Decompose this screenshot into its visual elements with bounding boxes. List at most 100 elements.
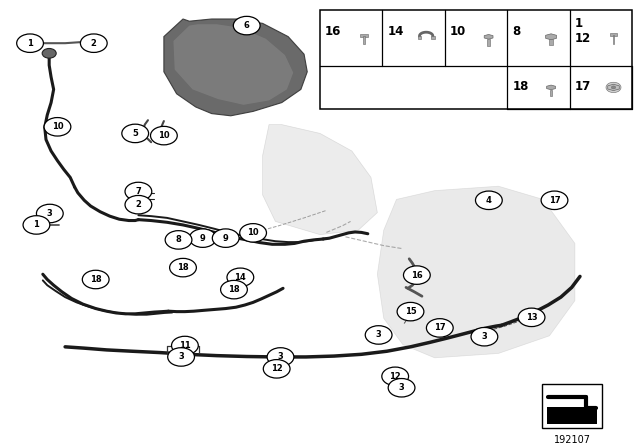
Circle shape bbox=[177, 262, 193, 272]
Bar bbox=[611, 33, 616, 35]
Text: 17: 17 bbox=[434, 323, 445, 332]
Circle shape bbox=[409, 270, 424, 280]
Circle shape bbox=[476, 191, 502, 210]
Bar bbox=[431, 36, 435, 39]
Circle shape bbox=[88, 274, 103, 285]
Text: 12: 12 bbox=[389, 372, 401, 381]
Bar bbox=[541, 384, 602, 428]
Circle shape bbox=[49, 120, 69, 134]
Polygon shape bbox=[173, 24, 293, 105]
Text: 17: 17 bbox=[548, 196, 560, 205]
Bar bbox=[549, 39, 553, 45]
Polygon shape bbox=[484, 34, 493, 39]
Circle shape bbox=[150, 126, 177, 145]
Circle shape bbox=[426, 319, 453, 337]
Circle shape bbox=[388, 379, 415, 397]
Text: 18: 18 bbox=[90, 275, 102, 284]
Text: 9: 9 bbox=[223, 234, 228, 243]
Text: 3: 3 bbox=[399, 383, 404, 392]
Polygon shape bbox=[262, 125, 378, 235]
Text: 3: 3 bbox=[481, 332, 487, 341]
Circle shape bbox=[234, 16, 260, 35]
Text: 7: 7 bbox=[136, 187, 141, 196]
Text: 10: 10 bbox=[158, 131, 170, 140]
Circle shape bbox=[189, 229, 216, 247]
Text: 16: 16 bbox=[325, 25, 341, 38]
Text: 12: 12 bbox=[271, 364, 282, 373]
Text: 13: 13 bbox=[525, 313, 538, 322]
Text: 2: 2 bbox=[136, 200, 141, 209]
Circle shape bbox=[17, 34, 44, 52]
Polygon shape bbox=[608, 84, 620, 90]
Circle shape bbox=[606, 82, 621, 93]
Circle shape bbox=[196, 233, 212, 243]
Text: 11: 11 bbox=[179, 341, 191, 350]
Circle shape bbox=[23, 215, 50, 234]
Circle shape bbox=[240, 224, 266, 242]
Bar bbox=[418, 36, 421, 39]
Circle shape bbox=[23, 39, 36, 47]
Circle shape bbox=[125, 195, 152, 214]
Circle shape bbox=[212, 229, 239, 247]
Circle shape bbox=[227, 268, 253, 287]
Circle shape bbox=[165, 231, 192, 249]
Circle shape bbox=[172, 234, 188, 244]
Text: 16: 16 bbox=[411, 271, 423, 280]
Text: 4: 4 bbox=[486, 196, 492, 205]
Text: 3: 3 bbox=[47, 209, 52, 218]
Polygon shape bbox=[547, 85, 556, 90]
Text: 192107: 192107 bbox=[554, 435, 591, 445]
Bar bbox=[362, 36, 365, 44]
Circle shape bbox=[611, 86, 616, 89]
Circle shape bbox=[170, 258, 196, 277]
Circle shape bbox=[83, 270, 109, 289]
Bar bbox=[550, 90, 552, 96]
Text: 8: 8 bbox=[175, 235, 181, 245]
Text: 3: 3 bbox=[178, 353, 184, 362]
Text: 6: 6 bbox=[244, 21, 250, 30]
Text: 3: 3 bbox=[376, 331, 381, 340]
Circle shape bbox=[29, 220, 42, 229]
Circle shape bbox=[518, 308, 545, 327]
Circle shape bbox=[267, 348, 294, 366]
Text: 8: 8 bbox=[513, 25, 520, 38]
Circle shape bbox=[125, 182, 152, 201]
Text: 2: 2 bbox=[91, 39, 97, 47]
Circle shape bbox=[397, 302, 424, 321]
Bar bbox=[320, 10, 632, 109]
Text: 15: 15 bbox=[404, 307, 417, 316]
Text: 3: 3 bbox=[278, 353, 284, 362]
Circle shape bbox=[365, 326, 392, 344]
Polygon shape bbox=[164, 19, 307, 116]
Circle shape bbox=[228, 284, 244, 294]
Text: 9: 9 bbox=[200, 234, 205, 243]
Circle shape bbox=[42, 48, 56, 58]
Text: 14: 14 bbox=[387, 25, 404, 38]
Circle shape bbox=[122, 124, 148, 142]
Bar bbox=[487, 39, 490, 46]
Text: 18: 18 bbox=[513, 80, 529, 93]
Circle shape bbox=[172, 336, 198, 355]
Text: 14: 14 bbox=[234, 273, 246, 282]
Text: 1: 1 bbox=[27, 39, 33, 47]
Circle shape bbox=[44, 117, 71, 136]
Text: 18: 18 bbox=[228, 285, 240, 294]
Circle shape bbox=[263, 360, 290, 378]
Text: 17: 17 bbox=[575, 80, 591, 93]
Polygon shape bbox=[378, 186, 575, 358]
Bar bbox=[612, 35, 614, 44]
Circle shape bbox=[81, 34, 107, 52]
Text: 10: 10 bbox=[52, 122, 63, 131]
Circle shape bbox=[471, 327, 498, 346]
Text: 10: 10 bbox=[450, 25, 466, 38]
Circle shape bbox=[233, 271, 248, 282]
Circle shape bbox=[168, 348, 195, 366]
Circle shape bbox=[432, 323, 447, 333]
Text: 5: 5 bbox=[132, 129, 138, 138]
Polygon shape bbox=[546, 34, 557, 40]
Bar bbox=[547, 407, 597, 424]
Text: 10: 10 bbox=[247, 228, 259, 237]
Circle shape bbox=[403, 266, 430, 284]
Text: 18: 18 bbox=[177, 263, 189, 272]
Circle shape bbox=[382, 367, 408, 386]
